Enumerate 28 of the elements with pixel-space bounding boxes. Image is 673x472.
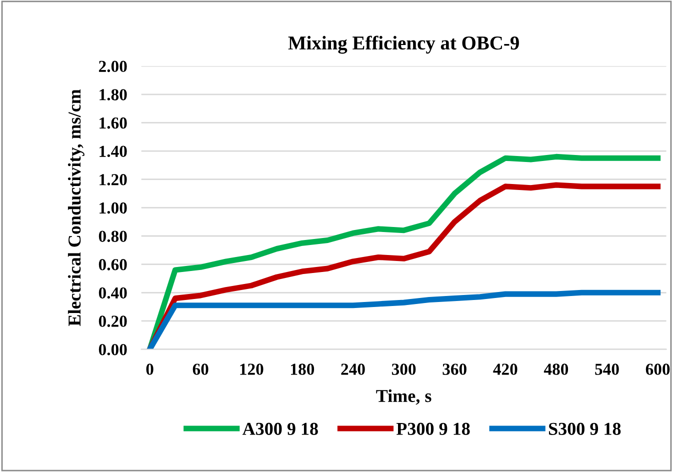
y-tick-label: 1.40 xyxy=(100,146,127,158)
x-axis-title: Time, s xyxy=(376,389,432,405)
legend-label: S300 9 18 xyxy=(549,422,621,435)
y-tick-label: 0.80 xyxy=(98,230,127,242)
x-tick-label: 360 xyxy=(442,364,466,375)
y-tick-label: 0.20 xyxy=(98,316,127,327)
x-tick-label: 420 xyxy=(493,364,518,375)
x-tick-label: 600 xyxy=(646,364,670,375)
y-tick-label: 0.00 xyxy=(98,344,127,356)
x-tick-label: 240 xyxy=(341,364,365,375)
x-tick-label: 60 xyxy=(192,364,208,375)
x-tick-label: 480 xyxy=(544,364,568,375)
y-tick-label: 2.00 xyxy=(98,60,127,72)
y-tick-label: 1.00 xyxy=(100,202,127,214)
chart-title: Mixing Efficiency at OBC-9 xyxy=(288,36,519,54)
y-axis-title: Electrical Conductivity, ms/cm xyxy=(68,89,84,326)
x-tick-label: 0 xyxy=(146,364,154,375)
y-tick-label: 1.80 xyxy=(100,89,127,100)
legend-label: A300 9 18 xyxy=(242,422,318,435)
y-tick-label: 1.60 xyxy=(100,117,127,129)
y-tick-label: 0.60 xyxy=(98,259,127,270)
x-tick-label: 120 xyxy=(240,364,264,375)
y-tick-label: 0.40 xyxy=(98,287,127,299)
x-tick-label: 180 xyxy=(291,364,314,375)
legend-label: P300 9 18 xyxy=(396,422,470,435)
y-tick-label: 1.20 xyxy=(100,174,127,186)
x-tick-label: 540 xyxy=(595,364,619,375)
x-tick-label: 300 xyxy=(392,364,416,375)
